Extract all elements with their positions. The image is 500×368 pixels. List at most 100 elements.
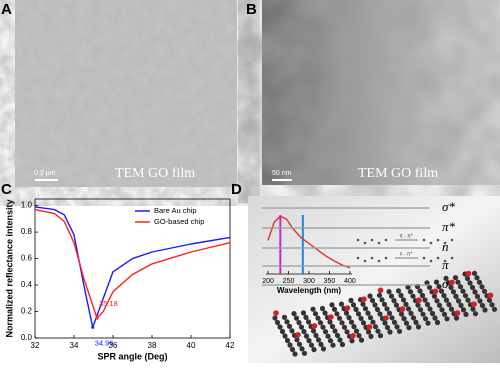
carbon-atom xyxy=(417,288,423,294)
x-tick-label: 34 xyxy=(70,341,79,350)
data-line xyxy=(34,206,231,329)
carbon-atom xyxy=(426,284,433,290)
oxygen-atom xyxy=(399,306,406,312)
carbon-atom xyxy=(391,319,398,325)
molecule-atom xyxy=(450,256,454,260)
carbon-atom xyxy=(434,298,440,304)
carbon-atom xyxy=(360,301,366,307)
carbon-atom xyxy=(413,319,419,325)
y-tick-label: 0.8 xyxy=(21,227,33,236)
tem-texture xyxy=(15,0,237,187)
carbon-atom xyxy=(452,275,459,281)
carbon-atom xyxy=(329,302,335,308)
carbon-atom xyxy=(315,337,322,343)
carbon-atom xyxy=(284,337,291,344)
carbon-atom xyxy=(420,311,426,317)
molecule-atom xyxy=(377,241,381,245)
scale-label: 0.2 μm xyxy=(34,170,56,177)
annotation-point xyxy=(91,325,95,329)
level-label: σ xyxy=(442,276,449,291)
legend-label: Bare Au chip xyxy=(154,206,197,215)
carbon-atom xyxy=(465,297,471,303)
level-label: π* xyxy=(442,219,456,234)
carbon-atom xyxy=(293,315,300,321)
annotation-label: 34.96 xyxy=(95,338,114,347)
carbon-atom xyxy=(325,333,331,339)
annotation-label: 35.18 xyxy=(99,299,118,308)
carbon-atom xyxy=(296,341,303,347)
carbon-atom xyxy=(386,310,393,316)
carbon-atom xyxy=(477,298,483,304)
carbon-atom xyxy=(318,341,324,347)
carbon-atom xyxy=(367,293,373,299)
carbon-atom xyxy=(424,280,430,286)
carbon-atom xyxy=(320,346,327,352)
carbon-atom xyxy=(282,333,288,339)
carbon-atom xyxy=(377,311,383,317)
carbon-atom xyxy=(436,284,442,290)
carbon-atom xyxy=(356,333,362,339)
carbon-atom xyxy=(301,329,307,335)
carbon-atom xyxy=(337,337,343,343)
carbon-atom xyxy=(331,306,338,312)
carbon-atom xyxy=(419,292,426,299)
carbon-atom xyxy=(374,306,381,313)
carbon-atom xyxy=(429,310,436,317)
carbon-atom xyxy=(372,302,378,308)
carbon-atom xyxy=(482,307,488,313)
carbon-atom xyxy=(305,319,312,325)
carbon-atom xyxy=(386,289,392,295)
carbon-atom xyxy=(362,306,369,312)
carbon-atom xyxy=(339,341,346,348)
carbon-atom xyxy=(312,311,319,317)
x-axis-label: Wavelength (nm) xyxy=(277,286,341,295)
oxygen-atom xyxy=(295,332,301,338)
carbon-atom xyxy=(469,284,476,291)
molecule-atom xyxy=(422,256,426,260)
carbon-atom xyxy=(432,315,438,321)
carbon-atom xyxy=(422,297,428,303)
molecule-atom xyxy=(377,259,381,263)
carbon-atom xyxy=(453,315,460,321)
carbon-atom xyxy=(306,338,312,344)
carbon-atom xyxy=(292,351,298,357)
molecule-atom xyxy=(436,238,440,242)
carbon-atom xyxy=(351,324,357,330)
data-line xyxy=(267,215,351,269)
carbon-atom xyxy=(341,324,348,330)
carbon-atom xyxy=(298,324,305,330)
scale-label: 50 nm xyxy=(272,170,292,177)
panel-label: C xyxy=(1,181,12,198)
carbon-atom xyxy=(365,329,372,335)
carbon-atom xyxy=(299,346,305,352)
carbon-atom xyxy=(457,284,464,290)
carbon-atom xyxy=(410,293,416,299)
plot-frame xyxy=(34,198,231,339)
carbon-atom xyxy=(387,329,393,335)
transition-label: π - π* xyxy=(399,233,412,239)
carbon-atom xyxy=(407,289,414,295)
carbon-atom xyxy=(400,297,407,303)
carbon-atom xyxy=(339,320,345,326)
y-tick-label: 0.6 xyxy=(21,254,33,263)
oxygen-atom xyxy=(361,296,367,303)
carbon-atom xyxy=(481,288,488,294)
carbon-atom xyxy=(384,306,390,312)
carbon-atom xyxy=(405,306,412,312)
carbon-atom xyxy=(310,306,316,312)
data-line xyxy=(34,208,231,319)
carbon-atom xyxy=(369,297,376,304)
carbon-atom xyxy=(405,284,411,290)
carbon-atom xyxy=(277,324,283,330)
level-label: n xyxy=(442,239,449,254)
carbon-atom xyxy=(368,333,374,339)
carbon-atom xyxy=(344,329,350,335)
carbon-atom xyxy=(308,342,315,348)
carbon-atom xyxy=(433,279,440,285)
x-tick-label: 350 xyxy=(324,278,336,285)
oxygen-atom xyxy=(432,288,439,295)
image-caption: TEM GO film xyxy=(358,166,438,181)
carbon-atom xyxy=(322,329,329,335)
carbon-atom xyxy=(434,319,441,326)
carbon-atom xyxy=(441,293,447,299)
